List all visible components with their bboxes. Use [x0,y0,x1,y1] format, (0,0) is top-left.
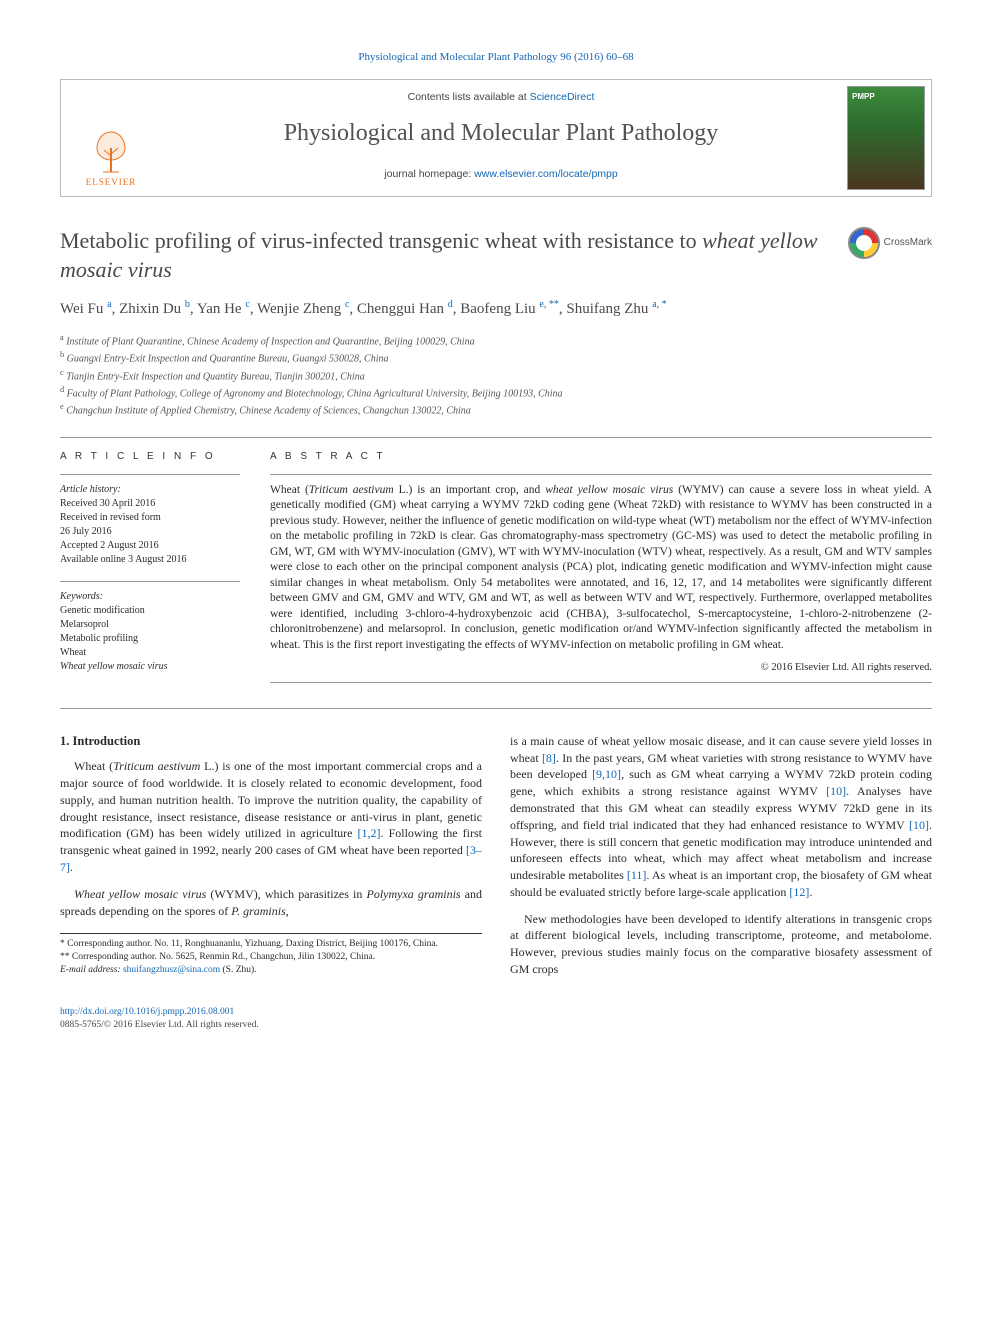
sciencedirect-link[interactable]: ScienceDirect [530,91,595,103]
intro-p4: New methodologies have been developed to… [510,911,932,978]
homepage-prefix: journal homepage: [384,168,474,180]
affiliations: a Institute of Plant Quarantine, Chinese… [60,332,932,419]
running-head: Physiological and Molecular Plant Pathol… [60,50,932,65]
section-head-intro: 1. Introduction [60,733,482,751]
corr-line-1: * Corresponding author. No. 11, Ronghuan… [60,938,482,951]
journal-name: Physiological and Molecular Plant Pathol… [169,117,833,151]
homepage-line: journal homepage: www.elsevier.com/locat… [169,167,833,182]
divider [270,474,932,475]
abstract-text: Wheat (Triticum aestivum L.) is an impor… [270,483,932,654]
journal-cover-thumbnail [847,86,925,190]
doi-link[interactable]: http://dx.doi.org/10.1016/j.pmpp.2016.08… [60,1007,234,1017]
article-info-head: A R T I C L E I N F O [60,450,240,464]
corr-email-line: E-mail address: shuifangzhusz@sina.com (… [60,964,482,977]
publisher-logo-slot: ELSEVIER [61,80,161,196]
keywords-lines: Genetic modificationMelarsoprolMetabolic… [60,604,240,674]
intro-p3: is a main cause of wheat yellow mosaic d… [510,733,932,901]
running-head-link[interactable]: Physiological and Molecular Plant Pathol… [358,51,633,63]
issn-line: 0885-5765/© 2016 Elsevier Ltd. All right… [60,1020,259,1030]
intro-p1: Wheat (Triticum aestivum L.) is one of t… [60,758,482,876]
author-list: Wei Fu a, Zhixin Du b, Yan He c, Wenjie … [60,297,932,321]
crossmark-icon [848,227,880,259]
history-lines: Received 30 April 2016Received in revise… [60,497,240,567]
divider [60,474,240,475]
abstract-head: A B S T R A C T [270,450,932,464]
journal-banner: ELSEVIER Contents lists available at Sci… [60,79,932,197]
divider [60,708,932,709]
abstract-column: A B S T R A C T Wheat (Triticum aestivum… [270,450,932,688]
body-columns: 1. Introduction Wheat (Triticum aestivum… [60,733,932,983]
intro-p2: Wheat yellow mosaic virus (WYMV), which … [60,886,482,920]
page-footer: http://dx.doi.org/10.1016/j.pmpp.2016.08… [60,1006,932,1031]
article-title: Metabolic profiling of virus-infected tr… [60,227,836,284]
contents-line: Contents lists available at ScienceDirec… [169,90,833,105]
corresponding-author-block: * Corresponding author. No. 11, Ronghuan… [60,933,482,976]
email-label: E-mail address: [60,965,123,975]
journal-homepage-link[interactable]: www.elsevier.com/locate/pmpp [474,168,618,180]
crossmark-badge[interactable]: CrossMark [848,227,932,259]
article-info-column: A R T I C L E I N F O Article history: R… [60,450,240,688]
divider [270,682,932,683]
title-text: Metabolic profiling of virus-infected tr… [60,228,702,253]
divider [60,437,932,438]
history-head: Article history: [60,484,121,495]
elsevier-logo: ELSEVIER [86,128,137,189]
corr-email-link[interactable]: shuifangzhusz@sina.com [123,965,220,975]
keywords-head: Keywords: [60,590,240,604]
contents-prefix: Contents lists available at [408,91,530,103]
email-suffix: (S. Zhu). [223,965,257,975]
divider [60,581,240,582]
elsevier-tree-icon [87,128,135,176]
crossmark-label: CrossMark [884,236,932,250]
corr-line-2: ** Corresponding author. No. 5625, Renmi… [60,951,482,964]
abstract-copyright: © 2016 Elsevier Ltd. All rights reserved… [270,661,932,676]
publisher-name: ELSEVIER [86,176,137,189]
